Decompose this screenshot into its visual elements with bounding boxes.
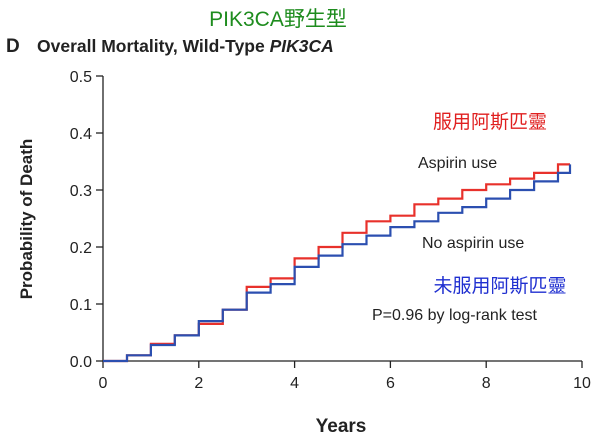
x-tick-label: 8 xyxy=(482,375,491,392)
y-axis-label: Probability of Death xyxy=(17,139,36,300)
aspirin-chinese-label: 服用阿斯匹靈 xyxy=(433,111,547,133)
y-tick-label: 0.3 xyxy=(70,183,92,200)
y-tick-label: 0.1 xyxy=(70,297,92,314)
x-tick-label: 2 xyxy=(194,375,203,392)
x-axis-label: Years xyxy=(316,416,367,437)
title-italic: PIK3CA xyxy=(270,36,334,56)
x-tick-label: 10 xyxy=(573,375,591,392)
aspirin-use-label: Aspirin use xyxy=(418,155,497,172)
no-aspirin-use-curve xyxy=(103,164,572,363)
x-tick-label: 6 xyxy=(386,375,395,392)
x-tick-label: 0 xyxy=(99,375,108,392)
y-tick-label: 0.4 xyxy=(70,126,92,143)
y-tick-label: 0.5 xyxy=(70,69,92,86)
axes: 0.0 0.1 0.2 0.3 0.4 0.5 0 2 4 6 8 10 xyxy=(70,69,591,392)
curves xyxy=(103,163,572,363)
p-value-label: P=0.96 by log-rank test xyxy=(372,307,538,324)
title-text: Overall Mortality, Wild-Type xyxy=(37,36,270,56)
panel-letter: D xyxy=(6,36,20,57)
aspirin-use-curve xyxy=(103,163,570,363)
y-tick-label: 0.0 xyxy=(70,354,92,371)
no-aspirin-chinese-label: 未服用阿斯匹靈 xyxy=(433,275,566,297)
top-chinese-label: PIK3CA野生型 xyxy=(209,8,347,31)
x-tick-label: 4 xyxy=(290,375,299,392)
y-tick-label: 0.2 xyxy=(70,240,92,257)
chart-title: D Overall Mortality, Wild-Type PIK3CA xyxy=(6,36,334,57)
no-aspirin-use-label: No aspirin use xyxy=(422,235,524,252)
